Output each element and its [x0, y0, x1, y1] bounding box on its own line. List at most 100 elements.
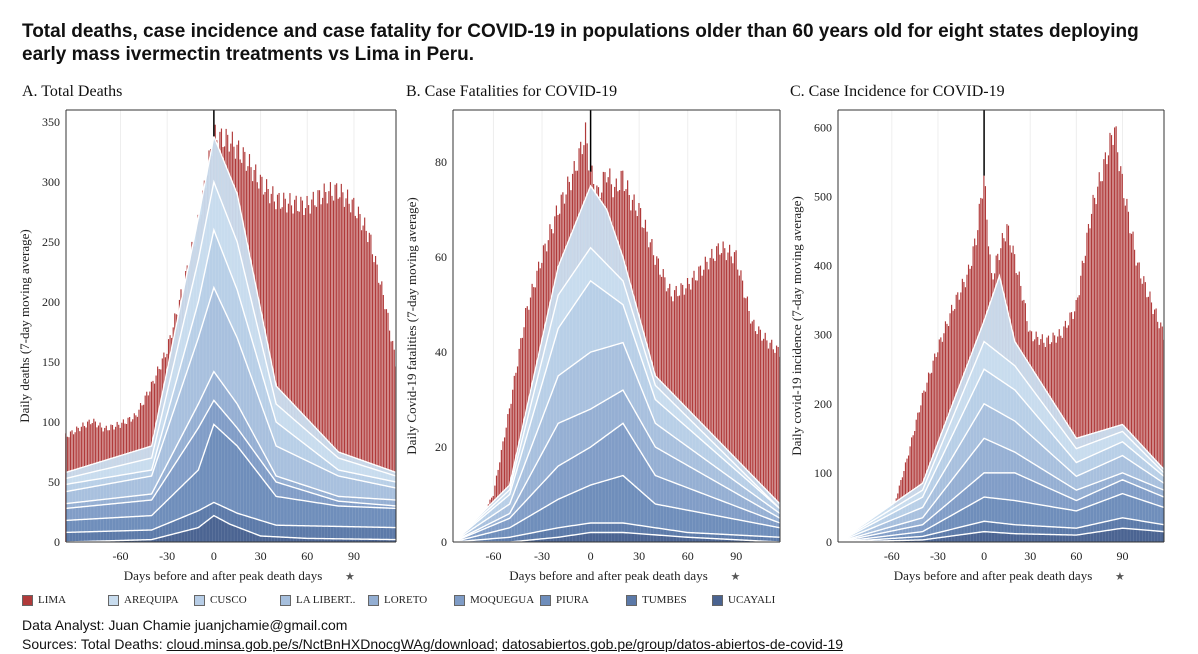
lima-bar — [764, 332, 766, 542]
x-tick-label: 90 — [730, 549, 742, 563]
lima-bar — [1138, 262, 1140, 542]
lima-bar — [743, 297, 745, 542]
stack-line — [65, 133, 397, 474]
source-link-minsa[interactable]: cloud.minsa.gob.pe/s/NctBnHXDnocgWAg/dow… — [166, 636, 495, 652]
lima-bar — [711, 248, 713, 542]
lima-bar — [1092, 194, 1094, 542]
lima-bar — [1095, 204, 1097, 542]
x-tick-label: 0 — [588, 549, 594, 563]
x-tick-label: 30 — [633, 549, 645, 563]
lima-bar — [1161, 326, 1163, 542]
legend-item-cusco: CUSCO — [194, 594, 247, 606]
lima-bar — [1077, 297, 1079, 542]
lima-bar — [312, 191, 314, 543]
lima-bar — [772, 349, 774, 542]
lima-bar — [914, 431, 916, 542]
lima-bar — [337, 198, 339, 542]
lima-bar — [735, 250, 737, 542]
panel-c-case-incidence: 0 100 200 300 400 500 600 -60 -30 0 30 60 90 Days bef… — [789, 109, 1165, 583]
lima-bar — [387, 312, 389, 542]
lima-bar — [350, 212, 352, 542]
lima-bar — [921, 392, 923, 542]
lima-bar — [1106, 164, 1108, 543]
lima-bar — [1104, 152, 1106, 542]
lima-bar — [1143, 276, 1145, 542]
pin-icon[interactable]: ★ — [1115, 570, 1125, 583]
lima-bar — [724, 248, 726, 543]
stack-line — [837, 368, 1165, 543]
y-tick-label: 0 — [826, 535, 832, 549]
legend-swatch — [626, 594, 637, 606]
x-axis-label: Days before and after peak death days — [124, 568, 323, 583]
lima-bar — [332, 200, 335, 543]
lima-bar — [314, 205, 316, 543]
lima-bar — [359, 214, 361, 542]
lima-bar — [750, 323, 752, 542]
lima-bar — [929, 373, 931, 542]
lima-bar — [716, 246, 718, 542]
lima-bar — [1154, 309, 1156, 542]
y-tick-label: 200 — [814, 397, 832, 411]
lima-bar — [281, 207, 283, 542]
legend-label: AREQUIPA — [124, 594, 179, 606]
legend-label: LORETO — [384, 594, 428, 606]
lima-bar — [512, 389, 514, 542]
lima-bar — [1081, 260, 1083, 542]
lima-bar — [1110, 135, 1113, 542]
lima-bar — [745, 298, 747, 542]
lima-bar — [343, 206, 346, 543]
x-tick-label: 0 — [211, 549, 217, 563]
lima-bar — [927, 372, 930, 542]
lima-bar — [1150, 302, 1153, 542]
lima-bar — [730, 256, 732, 542]
lima-bar — [356, 218, 358, 542]
lima-bar — [1144, 282, 1146, 542]
lima-bar — [1072, 318, 1074, 542]
stack-line — [452, 341, 781, 543]
panel-b-case-fatalities: 0 20 40 60 80 -60 -30 0 30 60 90 Days before and af… — [404, 109, 781, 583]
legend-label: MOQUEGUA — [470, 594, 535, 606]
stack-line — [65, 514, 397, 543]
x-tick-label: -60 — [884, 549, 900, 563]
lima-bar — [759, 329, 761, 542]
lima-bar — [1158, 328, 1160, 542]
lima-bar — [351, 199, 353, 542]
lima-bar — [1087, 223, 1090, 542]
lima-bar — [280, 208, 282, 542]
lima-bar — [1120, 166, 1122, 542]
lima-bar — [1114, 127, 1116, 542]
chart-title: Total deaths, case incidence and case fa… — [22, 21, 1139, 65]
lima-bar — [379, 284, 381, 542]
lima-bar — [362, 225, 364, 542]
x-tick-label: 30 — [1024, 549, 1036, 563]
lima-bar — [1084, 255, 1086, 542]
lima-bar — [329, 182, 332, 543]
lima-bar — [357, 206, 360, 543]
lima-bar — [301, 200, 303, 542]
legend-label: UCAYALI — [728, 594, 776, 606]
lima-bar — [727, 252, 729, 543]
lima-bar — [775, 345, 778, 542]
pin-icon[interactable]: ★ — [345, 570, 355, 583]
lima-bar — [1123, 198, 1125, 542]
y-tick-label: 100 — [814, 466, 832, 480]
lima-bar — [1137, 262, 1139, 542]
x-tick-label: -30 — [159, 549, 175, 563]
legend-swatch — [280, 594, 291, 606]
bar-texture — [65, 140, 397, 542]
panel-a-total-deaths: 0 50 100 150 200 250 300 350 -60 -30 0 30 60 90 Days b… — [17, 109, 397, 583]
lima-bar — [297, 211, 299, 543]
lima-bar — [722, 241, 724, 542]
lima-bar — [923, 390, 925, 542]
lima-bar — [701, 275, 703, 542]
lima-bar — [294, 199, 296, 542]
stack-band — [453, 475, 780, 542]
x-tick-label: 90 — [1116, 549, 1128, 563]
stack-band — [66, 502, 396, 542]
lima-bar — [331, 195, 333, 542]
lima-bar — [505, 427, 507, 542]
lima-bar — [315, 206, 318, 542]
lima-bar — [756, 334, 758, 542]
source-link-datosabiertos[interactable]: datosabiertos.gob.pe/group/datos-abierto… — [502, 636, 844, 652]
pin-icon[interactable]: ★ — [731, 570, 741, 583]
